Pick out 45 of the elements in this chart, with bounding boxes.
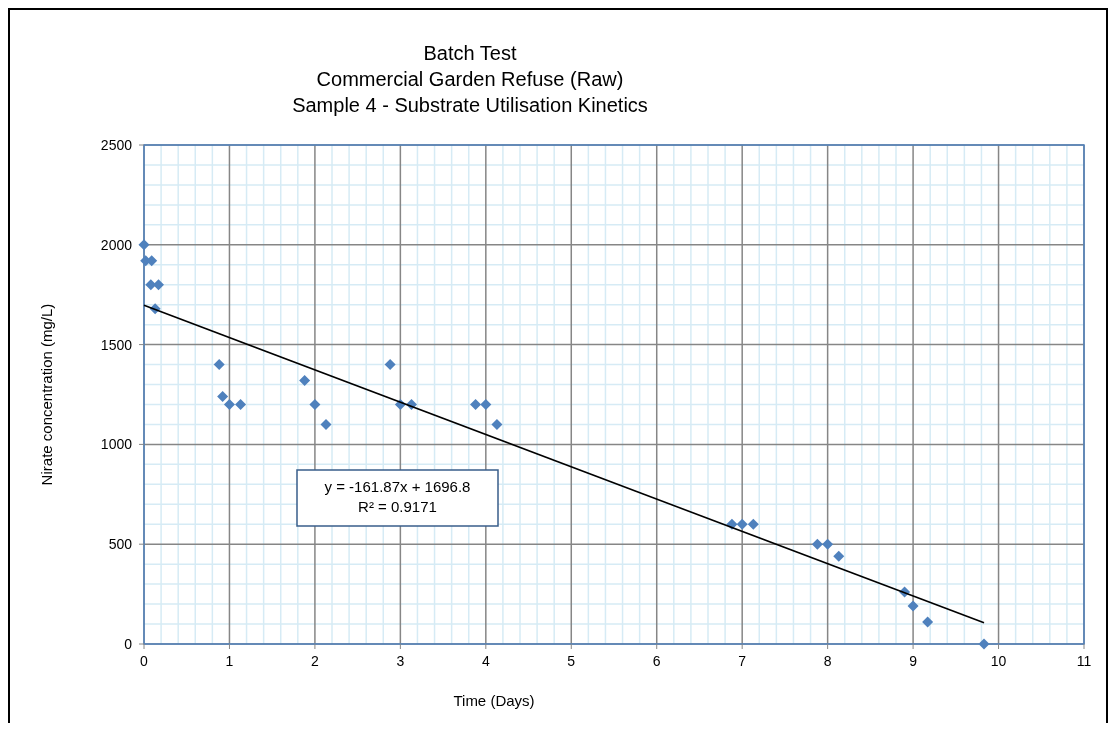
x-tick-label: 2 [311, 653, 320, 669]
y-axis-title: Nirate concentration (mg/L) [38, 303, 55, 486]
equation-box: y = -161.87x + 1696.8 R² = 0.9171 [296, 469, 499, 527]
x-tick-label: 7 [738, 653, 747, 669]
point [138, 239, 150, 251]
point [223, 398, 235, 410]
x-tick-label: 10 [990, 653, 1007, 669]
point [747, 518, 759, 530]
point [822, 538, 834, 550]
x-tick-label: 1 [225, 653, 234, 669]
y-tick-label: 2000 [100, 236, 133, 253]
annotation: y = -161.87x + 1696.8 [324, 478, 471, 495]
point [153, 279, 165, 291]
point [217, 391, 229, 402]
x-axis-title: Time (Days) [453, 692, 535, 709]
x-tick-label: 3 [396, 653, 405, 669]
point [811, 538, 823, 550]
y-tick-label: 500 [108, 536, 133, 553]
point [309, 398, 321, 410]
x-tick-label: 8 [823, 653, 832, 669]
point [978, 638, 990, 650]
point [235, 398, 247, 410]
annotation: R² = 0.9171 [358, 498, 437, 515]
point [480, 398, 492, 410]
x-tick-label: 5 [567, 653, 576, 669]
point [922, 616, 934, 628]
y-tick-label: 0 [124, 636, 133, 652]
y-tick-label: 1000 [100, 436, 133, 453]
point [491, 418, 503, 430]
point [384, 359, 396, 371]
x-tick-label: 9 [909, 653, 918, 669]
y-tick-label: 2500 [100, 137, 133, 153]
x-tick-label: 6 [652, 653, 661, 669]
x-tick-label: 11 [1076, 653, 1092, 669]
point [833, 550, 845, 562]
point [907, 600, 919, 612]
point [213, 359, 225, 371]
x-tick-label: 4 [481, 653, 490, 669]
y-tick-label: 1500 [100, 336, 133, 353]
point [299, 375, 311, 387]
point [470, 398, 482, 410]
x-tick-label: 0 [140, 653, 149, 669]
point [320, 418, 332, 430]
point [736, 518, 748, 530]
chart-title: Batch Test Commercial Garden Refuse (Raw) Sample 4 - Substrate Utilisation Kinetics [292, 42, 648, 116]
